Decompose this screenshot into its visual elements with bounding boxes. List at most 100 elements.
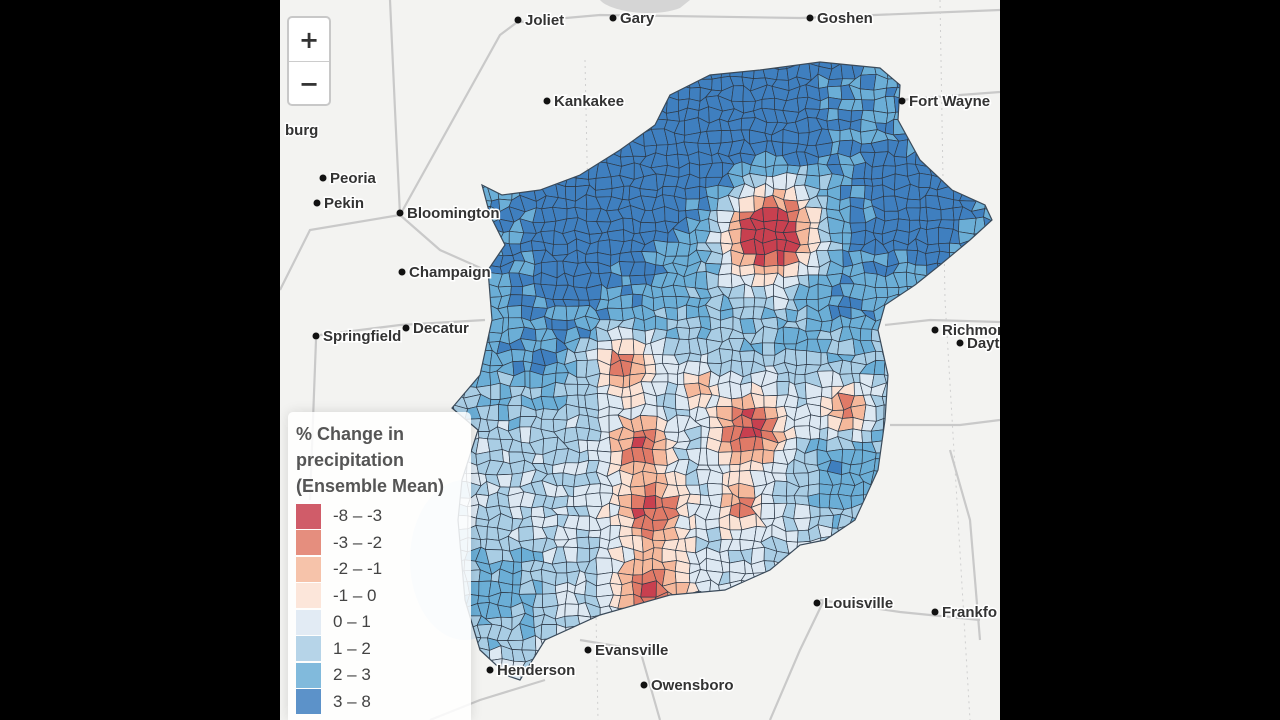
watershed-cell[interactable]: [444, 143, 455, 153]
watershed-cell[interactable]: [741, 702, 756, 718]
watershed-cell[interactable]: [842, 233, 851, 244]
watershed-cell[interactable]: [761, 504, 775, 520]
watershed-cell[interactable]: [587, 671, 600, 683]
watershed-cell[interactable]: [794, 504, 811, 519]
watershed-cell[interactable]: [810, 581, 822, 593]
watershed-cell[interactable]: [940, 350, 949, 362]
watershed-cell[interactable]: [498, 405, 509, 421]
watershed-cell[interactable]: [466, 240, 475, 256]
watershed-cell[interactable]: [794, 680, 809, 696]
watershed-cell[interactable]: [873, 668, 889, 685]
watershed-cell[interactable]: [992, 154, 1000, 168]
watershed-cell[interactable]: [630, 275, 647, 285]
watershed-cell[interactable]: [442, 361, 456, 377]
watershed-cell[interactable]: [634, 98, 645, 112]
watershed-cell[interactable]: [919, 416, 928, 431]
watershed-cell[interactable]: [949, 166, 965, 177]
watershed-cell[interactable]: [948, 360, 965, 376]
watershed-cell[interactable]: [910, 387, 919, 397]
watershed-cell[interactable]: [806, 559, 822, 575]
watershed-cell[interactable]: [567, 707, 579, 717]
watershed-cell[interactable]: [632, 690, 645, 707]
watershed-cell[interactable]: [596, 140, 607, 152]
watershed-cell[interactable]: [772, 463, 788, 474]
watershed-cell[interactable]: [874, 525, 887, 541]
watershed-cell[interactable]: [772, 627, 787, 642]
watershed-cell[interactable]: [862, 431, 872, 443]
watershed-cell[interactable]: [806, 658, 820, 672]
watershed-cell[interactable]: [686, 305, 699, 319]
watershed-cell[interactable]: [784, 570, 799, 585]
watershed-cell[interactable]: [730, 65, 744, 77]
watershed-cell[interactable]: [970, 569, 987, 586]
watershed-cell[interactable]: [800, 55, 811, 64]
watershed-cell[interactable]: [621, 615, 633, 627]
watershed-cell[interactable]: [479, 156, 490, 168]
watershed-cell[interactable]: [772, 495, 787, 503]
watershed-cell[interactable]: [983, 63, 998, 79]
watershed-cell[interactable]: [707, 483, 722, 496]
watershed-cell[interactable]: [915, 329, 932, 342]
watershed-cell[interactable]: [926, 647, 941, 659]
watershed-cell[interactable]: [468, 297, 477, 310]
watershed-cell[interactable]: [663, 175, 679, 187]
watershed-cell[interactable]: [721, 561, 729, 572]
watershed-cell[interactable]: [742, 594, 756, 605]
watershed-cell[interactable]: [740, 351, 755, 362]
watershed-cell[interactable]: [764, 606, 774, 619]
watershed-cell[interactable]: [919, 518, 928, 526]
watershed-cell[interactable]: [575, 67, 586, 78]
watershed-cell[interactable]: [982, 559, 999, 573]
watershed-cell[interactable]: [601, 690, 613, 706]
watershed-cell[interactable]: [597, 111, 612, 120]
watershed-cell[interactable]: [644, 107, 656, 119]
watershed-cell[interactable]: [754, 265, 765, 275]
watershed-cell[interactable]: [939, 627, 952, 636]
watershed-cell[interactable]: [475, 240, 488, 256]
watershed-cell[interactable]: [907, 481, 921, 498]
watershed-cell[interactable]: [744, 298, 755, 307]
watershed-cell[interactable]: [685, 603, 701, 616]
watershed-cell[interactable]: [970, 427, 988, 440]
watershed-cell[interactable]: [915, 691, 929, 706]
watershed-cell[interactable]: [799, 613, 810, 631]
watershed-cell[interactable]: [695, 272, 708, 290]
watershed-cell[interactable]: [938, 693, 950, 706]
watershed-cell[interactable]: [677, 373, 684, 385]
watershed-cell[interactable]: [479, 680, 491, 696]
watershed-cell[interactable]: [608, 690, 620, 707]
watershed-cell[interactable]: [885, 646, 894, 662]
watershed-cell[interactable]: [706, 693, 723, 706]
watershed-cell[interactable]: [662, 613, 678, 625]
watershed-cell[interactable]: [963, 283, 974, 300]
watershed-cell[interactable]: [662, 548, 676, 562]
watershed-cell[interactable]: [926, 109, 943, 124]
watershed-cell[interactable]: [874, 111, 888, 124]
watershed-cell[interactable]: [992, 140, 1000, 155]
watershed-cell[interactable]: [872, 166, 884, 180]
watershed-cell[interactable]: [577, 548, 590, 563]
watershed-cell[interactable]: [827, 119, 840, 131]
watershed-cell[interactable]: [553, 165, 568, 177]
watershed-cell[interactable]: [585, 695, 601, 706]
watershed-cell[interactable]: [819, 571, 832, 586]
watershed-cell[interactable]: [983, 307, 997, 321]
watershed-cell[interactable]: [608, 77, 622, 89]
watershed-cell[interactable]: [799, 570, 810, 585]
watershed-cell[interactable]: [685, 65, 701, 79]
watershed-cell[interactable]: [906, 405, 920, 419]
watershed-cell[interactable]: [610, 625, 622, 640]
watershed-cell[interactable]: [962, 548, 973, 564]
watershed-cell[interactable]: [486, 118, 503, 133]
watershed-cell[interactable]: [632, 110, 645, 121]
watershed-cell[interactable]: [915, 342, 928, 352]
watershed-cell[interactable]: [905, 340, 915, 349]
watershed-cell[interactable]: [862, 569, 874, 581]
watershed-cell[interactable]: [948, 350, 964, 362]
watershed-cell[interactable]: [554, 646, 569, 660]
watershed-cell[interactable]: [541, 75, 557, 90]
watershed-cell[interactable]: [720, 702, 732, 716]
watershed-cell[interactable]: [895, 306, 905, 320]
watershed-cell[interactable]: [655, 87, 667, 98]
watershed-cell[interactable]: [783, 635, 800, 651]
